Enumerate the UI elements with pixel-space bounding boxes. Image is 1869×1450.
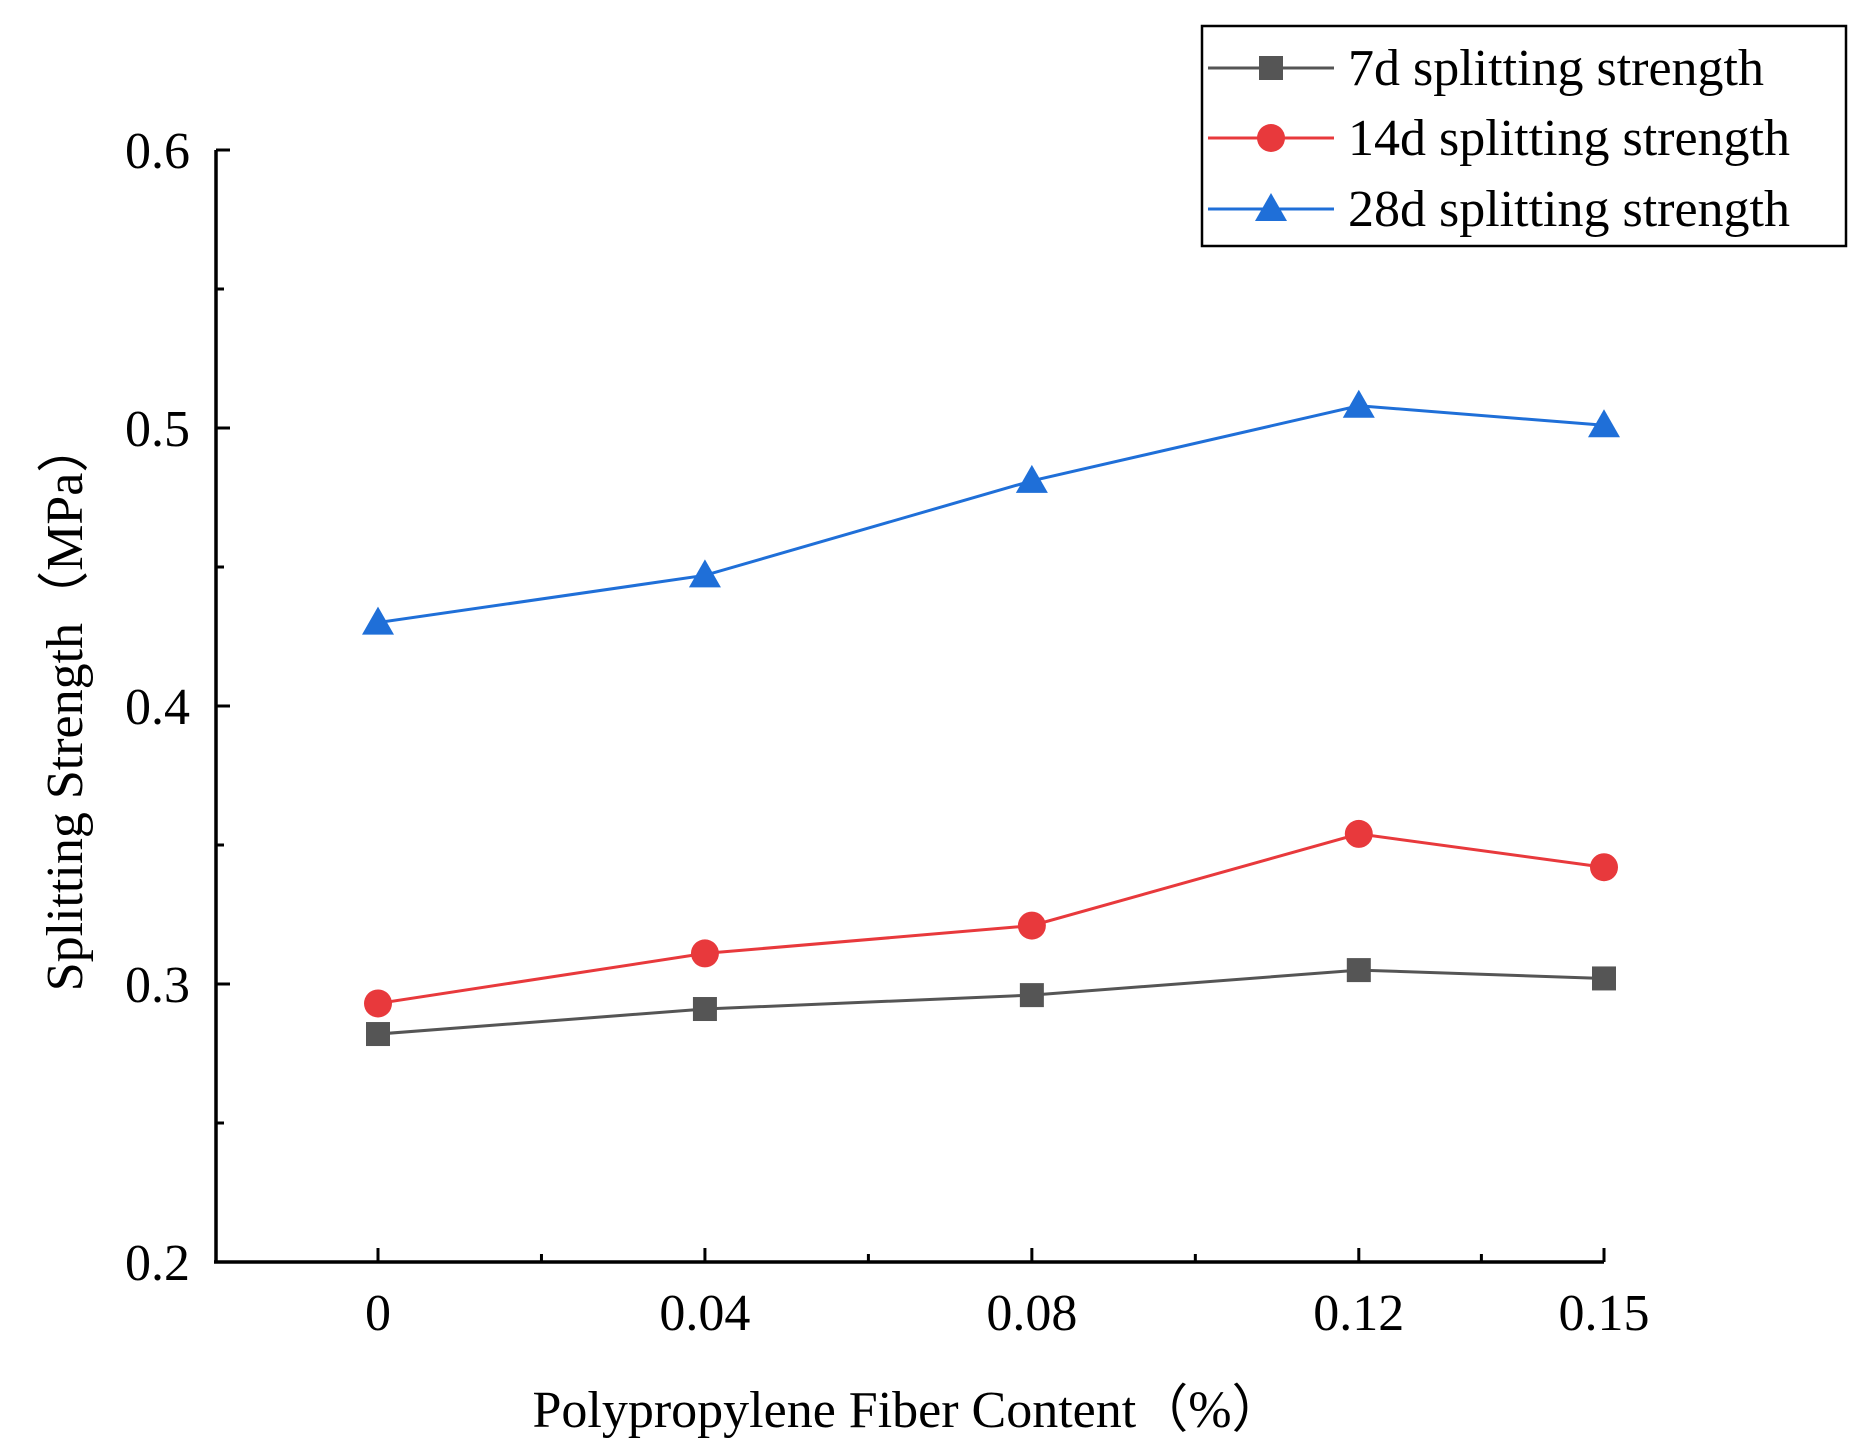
data-point bbox=[1588, 409, 1620, 438]
plot-area: 0.2 0.3 0.4 0.5 0.6 0 0.04 0.08 0.12 0.15 bbox=[125, 123, 1650, 1342]
y-ticks: 0.2 0.3 0.4 0.5 0.6 bbox=[125, 123, 230, 1292]
data-point bbox=[364, 989, 392, 1018]
series-circle bbox=[364, 819, 1618, 1018]
x-tick-label: 0.08 bbox=[986, 1285, 1077, 1342]
data-point bbox=[1344, 819, 1373, 848]
x-axis-title: Polypropylene Fiber Content（%） bbox=[532, 1382, 1283, 1439]
data-point bbox=[1346, 958, 1371, 983]
legend-label: 7d splitting strength bbox=[1348, 40, 1764, 97]
legend-item: 7d splitting strength bbox=[1208, 40, 1764, 97]
x-tick-label: 0.15 bbox=[1559, 1285, 1650, 1342]
y-tick-label: 0.2 bbox=[125, 1235, 190, 1292]
y-tick-label: 0.3 bbox=[125, 957, 190, 1014]
legend-label: 14d splitting strength bbox=[1348, 110, 1790, 167]
data-point bbox=[1592, 966, 1616, 991]
x-tick-label: 0 bbox=[365, 1285, 391, 1342]
y-tick-label: 0.6 bbox=[125, 123, 190, 180]
data-point bbox=[1342, 389, 1375, 418]
data-point bbox=[692, 997, 717, 1022]
legend-items: 7d splitting strength 14d splitting stren… bbox=[1208, 40, 1790, 238]
data-point bbox=[1015, 464, 1048, 493]
x-tick-label: 0.04 bbox=[659, 1285, 750, 1342]
legend-label: 28d splitting strength bbox=[1348, 181, 1790, 238]
series-square bbox=[366, 958, 1616, 1047]
data-point bbox=[690, 939, 719, 968]
series-group bbox=[362, 389, 1620, 1047]
data-point bbox=[1590, 853, 1618, 882]
series-triangle bbox=[362, 389, 1620, 635]
x-ticks: 0 0.04 0.08 0.12 0.15 bbox=[365, 1248, 1650, 1342]
data-point bbox=[366, 1022, 390, 1047]
data-point bbox=[1019, 983, 1044, 1008]
series-line bbox=[377, 968, 1605, 1036]
data-point bbox=[1017, 911, 1046, 940]
x-tick-label: 0.12 bbox=[1313, 1285, 1404, 1342]
series-line bbox=[377, 404, 1605, 625]
data-point bbox=[688, 559, 721, 588]
legend-item: 14d splitting strength bbox=[1208, 110, 1790, 167]
legend-marker bbox=[1255, 193, 1287, 221]
series-line bbox=[377, 832, 1605, 1005]
y-tick-label: 0.5 bbox=[125, 401, 190, 458]
y-axis-title: Splitting Strength（MPa） bbox=[37, 421, 94, 992]
legend-marker bbox=[1259, 56, 1283, 80]
data-point bbox=[362, 606, 394, 635]
y-tick-label: 0.4 bbox=[125, 679, 190, 736]
legend: 7d splitting strength 14d splitting stren… bbox=[1200, 24, 1848, 248]
legend-item: 28d splitting strength bbox=[1208, 181, 1790, 238]
legend-marker bbox=[1257, 124, 1285, 152]
